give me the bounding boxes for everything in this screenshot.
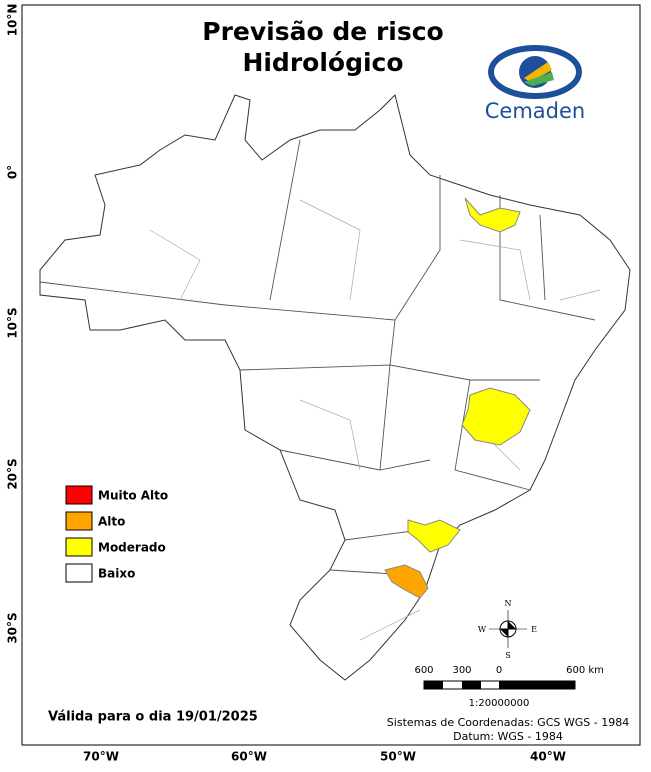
lat-label: 10°S: [6, 307, 20, 338]
lat-label: 20°S: [6, 458, 20, 489]
legend-swatch: [65, 511, 93, 531]
compass-label: S: [505, 651, 510, 660]
legend-label: Muito Alto: [98, 489, 168, 503]
lon-label: 40°W: [530, 750, 566, 764]
lon-label: 50°W: [380, 750, 416, 764]
scale-label: 300: [452, 665, 471, 676]
lat-label: 0°: [6, 165, 20, 179]
compass: N S E W: [478, 599, 537, 660]
legend-label: Baixo: [98, 567, 135, 581]
legend-swatch: [65, 563, 93, 583]
legend-swatch: [65, 537, 93, 557]
compass-label: E: [531, 625, 537, 634]
scale-label: 0: [496, 665, 502, 676]
logo-text: Cemaden: [485, 99, 585, 123]
lat-label: 30°S: [6, 612, 20, 643]
lon-label: 70°W: [83, 750, 119, 764]
coordinate-system: Sistemas de Coordenadas: GCS WGS - 1984: [387, 716, 629, 729]
logo: Cemaden: [485, 45, 585, 123]
compass-label: N: [505, 599, 512, 608]
compass-label: W: [478, 625, 487, 634]
lon-label: 60°W: [231, 750, 267, 764]
lat-label: 10°N: [6, 4, 20, 37]
title: Previsão de risco: [202, 17, 443, 46]
scale-label: 600 km: [566, 665, 604, 676]
valid-date: Válida para o dia 19/01/2025: [48, 710, 258, 725]
legend-label: Alto: [98, 515, 125, 529]
scale-ratio: 1:20000000: [469, 698, 530, 709]
legend-swatch: [65, 485, 93, 505]
scale-bar: 600 300 0 600 km 1:20000000: [414, 665, 603, 709]
scale-label: 600: [414, 665, 433, 676]
legend-label: Moderado: [98, 541, 166, 555]
brazil-map: [39, 94, 631, 681]
legend: Muito Alto Alto Moderado Baixo: [65, 485, 168, 583]
datum: Datum: WGS - 1984: [453, 730, 563, 743]
title: Hidrológico: [242, 48, 403, 77]
